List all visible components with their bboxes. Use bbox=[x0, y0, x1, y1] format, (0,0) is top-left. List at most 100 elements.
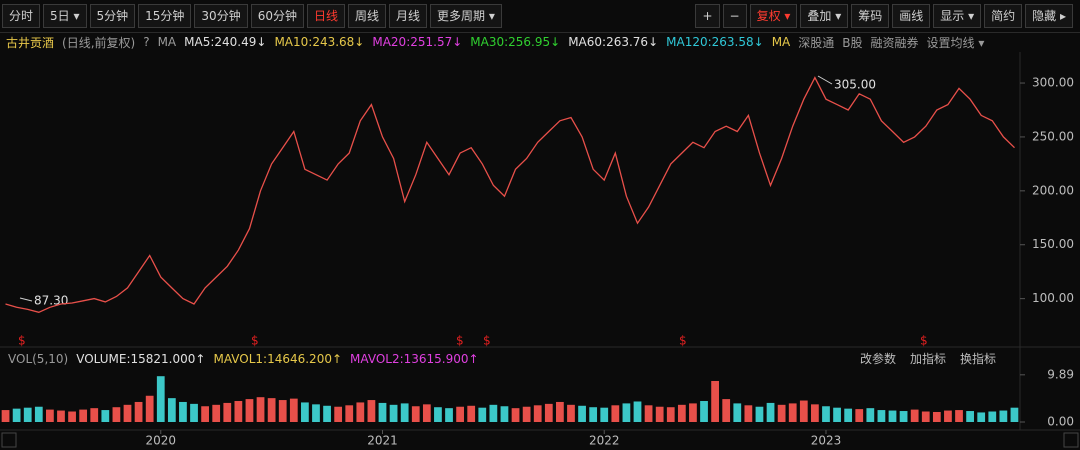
volume-bar bbox=[677, 404, 686, 422]
indicator-option[interactable]: 设置均线 ▾ bbox=[926, 35, 985, 50]
scroll-right[interactable] bbox=[1063, 432, 1079, 448]
volume-bar bbox=[145, 395, 154, 422]
volume-bar bbox=[212, 404, 221, 422]
x-tick-label: 2020 bbox=[145, 434, 176, 448]
help[interactable]: ? bbox=[143, 35, 150, 49]
volume-bar bbox=[245, 399, 254, 422]
tool-button[interactable]: 显示 ▾ bbox=[933, 4, 982, 28]
volume-bar bbox=[644, 405, 653, 422]
volume-bar bbox=[622, 403, 631, 422]
volume-value: VOLUME:15821.000↑ bbox=[76, 352, 206, 366]
volume-actions: 改参数 加指标 换指标 bbox=[854, 350, 1004, 367]
volume-bar bbox=[955, 410, 963, 422]
volume-action[interactable]: 加指标 bbox=[909, 352, 946, 366]
volume-bar bbox=[844, 408, 853, 422]
period-button[interactable]: 日线 bbox=[306, 4, 345, 28]
volume-bar bbox=[500, 406, 509, 422]
tool-button[interactable]: 复权 ▾ bbox=[749, 4, 798, 28]
volume-bar bbox=[190, 403, 198, 422]
volume-bar bbox=[966, 411, 974, 422]
volume-bar bbox=[567, 404, 575, 422]
tool-button[interactable]: + bbox=[695, 4, 720, 28]
volume-bar bbox=[921, 411, 930, 422]
volume-bar bbox=[179, 401, 187, 422]
indicator-option[interactable]: B股 bbox=[842, 35, 863, 50]
volume-bar bbox=[367, 400, 376, 422]
stock-name: 古井贡酒 bbox=[6, 35, 55, 50]
volume-bar bbox=[533, 405, 542, 422]
dividend-marker: $ bbox=[456, 334, 464, 348]
volume-bar bbox=[101, 410, 110, 422]
volume-bar bbox=[434, 407, 442, 422]
volume-bar bbox=[600, 407, 609, 422]
tool-button[interactable]: 隐藏 ▸ bbox=[1025, 4, 1073, 28]
volume-action[interactable]: 改参数 bbox=[859, 352, 896, 366]
dividend-markers: $ $ $ $ $ $ bbox=[18, 334, 928, 348]
toolbar: 分时 5日 ▾ 5分钟 15分钟 30分钟 60分钟 日线 周线 月线 更多周期 ▾ + − 复权 ▾… bbox=[0, 0, 1080, 33]
volume-bar bbox=[811, 404, 819, 422]
tool-button[interactable]: 筹码 bbox=[851, 4, 890, 28]
dividend-marker: $ bbox=[679, 334, 687, 348]
period-button[interactable]: 5分钟 bbox=[89, 4, 136, 28]
volume-bar bbox=[411, 406, 420, 422]
period-button[interactable]: 周线 bbox=[348, 4, 387, 28]
volume-bar bbox=[400, 403, 409, 422]
volume-bar: VOL(5,10) VOLUME:15821.000↑ MAVOL1:14646.… bbox=[8, 350, 1068, 368]
ma-label: MA bbox=[157, 35, 177, 49]
volume-bar bbox=[511, 408, 520, 422]
volume-bar bbox=[744, 405, 753, 422]
volume-bar bbox=[467, 405, 476, 422]
annotation-leader bbox=[19, 297, 33, 302]
period-button[interactable]: 更多周期 ▾ bbox=[430, 4, 502, 28]
volume-bar bbox=[356, 402, 365, 422]
volume-bar bbox=[57, 410, 65, 422]
period-button[interactable]: 15分钟 bbox=[138, 4, 192, 28]
indicator-option[interactable]: 融资融券 bbox=[870, 35, 919, 50]
volume-bar bbox=[589, 407, 598, 422]
volume-bar bbox=[123, 404, 132, 422]
tool-button[interactable]: 叠加 ▾ bbox=[800, 4, 849, 28]
period-button[interactable]: 月线 bbox=[389, 4, 428, 28]
x-tick-label: 2022 bbox=[589, 434, 620, 448]
volume-bar bbox=[134, 401, 143, 422]
period-button[interactable]: 30分钟 bbox=[194, 4, 248, 28]
period-button[interactable]: 分时 bbox=[2, 4, 41, 28]
volume-bar bbox=[777, 404, 786, 422]
volume-bar bbox=[223, 402, 232, 422]
ma-value: MA120:263.58↓ bbox=[666, 35, 764, 49]
volume-bar bbox=[201, 406, 209, 422]
period-button[interactable]: 5日 ▾ bbox=[43, 4, 87, 28]
volume-bar bbox=[289, 398, 298, 422]
volume-bar bbox=[700, 401, 708, 422]
indicator-option[interactable]: 深股通 bbox=[798, 35, 835, 50]
volume-bar bbox=[766, 402, 775, 422]
dividend-marker: $ bbox=[483, 334, 491, 348]
volume-bar bbox=[855, 409, 864, 422]
volume-bar bbox=[312, 404, 320, 422]
volume-bar bbox=[256, 397, 265, 422]
tool-button[interactable]: − bbox=[722, 4, 747, 28]
volume-bar bbox=[156, 376, 165, 422]
volume-label: VOL(5,10) bbox=[8, 352, 69, 366]
y-tick-label: 100.00 bbox=[1032, 291, 1074, 305]
volume-bar bbox=[112, 407, 121, 422]
volume-bar bbox=[234, 401, 243, 422]
y-tick-label: 200.00 bbox=[1032, 183, 1074, 197]
volume-bar bbox=[822, 406, 830, 422]
volume-bar bbox=[489, 404, 498, 422]
volume-action[interactable]: 换指标 bbox=[959, 352, 996, 366]
price-line bbox=[5, 76, 1015, 313]
y-tick-label: 250.00 bbox=[1032, 129, 1074, 143]
volume-bar bbox=[944, 410, 952, 422]
volume-bar bbox=[932, 411, 941, 422]
volume-bar bbox=[23, 407, 32, 422]
scroll-left[interactable] bbox=[1, 432, 17, 448]
tool-button[interactable]: 画线 bbox=[892, 4, 931, 28]
volume-bar bbox=[278, 400, 287, 422]
volume-bar bbox=[733, 403, 742, 422]
ma-value: MA20:251.57↓ bbox=[372, 35, 463, 49]
volume-bar bbox=[666, 407, 675, 422]
period-button[interactable]: 60分钟 bbox=[250, 4, 304, 28]
tool-button[interactable]: 简约 bbox=[984, 4, 1023, 28]
